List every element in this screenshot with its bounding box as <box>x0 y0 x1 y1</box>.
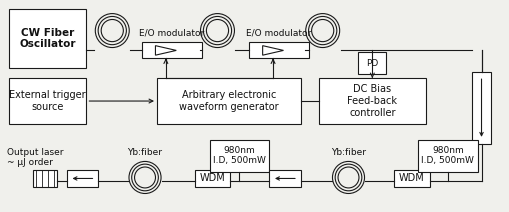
Text: 980nm
I.D, 500mW: 980nm I.D, 500mW <box>420 146 473 165</box>
Bar <box>194 170 230 187</box>
Text: CW Fiber
Oscillator: CW Fiber Oscillator <box>19 28 76 49</box>
Polygon shape <box>262 46 283 55</box>
Bar <box>269 170 300 187</box>
Text: 980nm
I.D, 500mW: 980nm I.D, 500mW <box>212 146 265 165</box>
Bar <box>471 72 491 144</box>
Bar <box>209 140 269 172</box>
Text: WDM: WDM <box>399 173 424 183</box>
Text: E/O modulator: E/O modulator <box>246 28 311 38</box>
Bar <box>67 170 98 187</box>
Bar <box>9 78 87 124</box>
Text: Output laser
~ μJ order: Output laser ~ μJ order <box>7 148 64 167</box>
Bar <box>142 42 201 58</box>
Text: DC Bias
Feed-back
controller: DC Bias Feed-back controller <box>347 84 397 118</box>
Bar <box>9 9 87 68</box>
Text: Yb:fiber: Yb:fiber <box>127 148 162 157</box>
Text: PD: PD <box>365 59 378 68</box>
Bar <box>157 78 300 124</box>
Bar <box>318 78 425 124</box>
Polygon shape <box>155 46 176 55</box>
Bar <box>249 42 308 58</box>
Text: WDM: WDM <box>199 173 225 183</box>
Bar <box>33 170 56 187</box>
Text: Yb:fiber: Yb:fiber <box>330 148 365 157</box>
Text: Arbitrary electronic
waveform generator: Arbitrary electronic waveform generator <box>179 90 278 112</box>
Bar <box>417 140 476 172</box>
Bar <box>393 170 429 187</box>
Text: E/O modulator: E/O modulator <box>139 28 204 38</box>
Bar <box>358 52 385 74</box>
Text: External trigger
source: External trigger source <box>10 90 86 112</box>
